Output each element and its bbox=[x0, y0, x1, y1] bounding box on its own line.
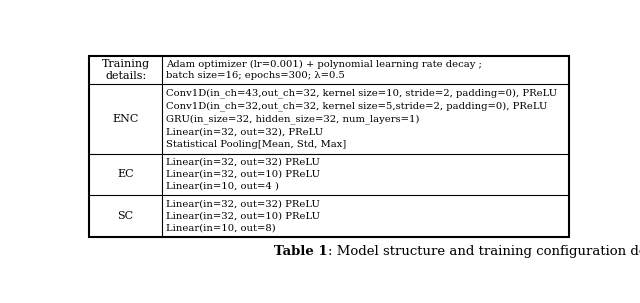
Text: Table 1: Table 1 bbox=[275, 245, 328, 258]
Text: Statistical Pooling[Mean, Std, Max]: Statistical Pooling[Mean, Std, Max] bbox=[166, 140, 346, 149]
Text: GRU(in_size=32, hidden_size=32, num_layers=1): GRU(in_size=32, hidden_size=32, num_laye… bbox=[166, 114, 420, 124]
Text: Linear(in=32, out=10) PReLU: Linear(in=32, out=10) PReLU bbox=[166, 211, 320, 221]
Text: Linear(in=32, out=32), PReLU: Linear(in=32, out=32), PReLU bbox=[166, 127, 323, 136]
Text: Linear(in=32, out=32) PReLU: Linear(in=32, out=32) PReLU bbox=[166, 158, 320, 167]
Text: EC: EC bbox=[117, 169, 134, 179]
Bar bbox=[89, 56, 568, 237]
Text: Linear(in=10, out=8): Linear(in=10, out=8) bbox=[166, 224, 276, 233]
Text: batch size=16; epochs=300; λ=0.5: batch size=16; epochs=300; λ=0.5 bbox=[166, 71, 345, 80]
Text: ENC: ENC bbox=[113, 114, 139, 124]
Text: Linear(in=10, out=4 ): Linear(in=10, out=4 ) bbox=[166, 182, 279, 191]
Text: Conv1D(in_ch=43,out_ch=32, kernel size=10, stride=2, padding=0), PReLU: Conv1D(in_ch=43,out_ch=32, kernel size=1… bbox=[166, 88, 557, 98]
Text: Training
details:: Training details: bbox=[102, 59, 150, 81]
Text: Adam optimizer (lr=0.001) + polynomial learning rate decay ;: Adam optimizer (lr=0.001) + polynomial l… bbox=[166, 60, 482, 69]
Text: Conv1D(in_ch=32,out_ch=32, kernel size=5,stride=2, padding=0), PReLU: Conv1D(in_ch=32,out_ch=32, kernel size=5… bbox=[166, 101, 548, 111]
Text: SC: SC bbox=[118, 211, 134, 221]
Text: Linear(in=32, out=10) PReLU: Linear(in=32, out=10) PReLU bbox=[166, 170, 320, 179]
Text: : Model structure and training configuration details: : Model structure and training configura… bbox=[328, 245, 640, 258]
Text: Linear(in=32, out=32) PReLU: Linear(in=32, out=32) PReLU bbox=[166, 200, 320, 208]
